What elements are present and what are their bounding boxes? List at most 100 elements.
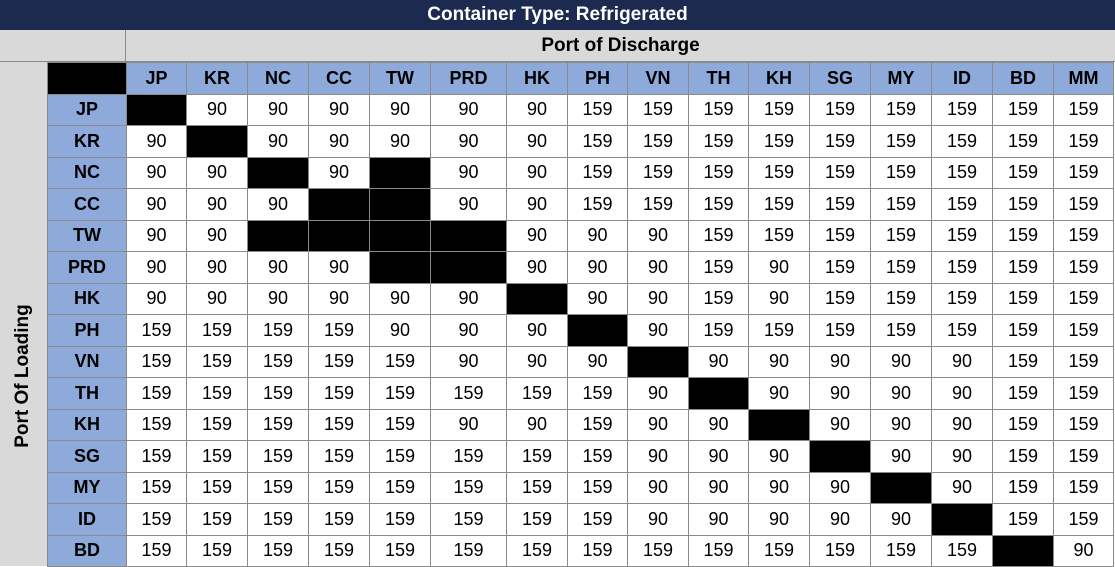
blocked-cell xyxy=(430,251,507,284)
rate-cell: 159 xyxy=(992,471,1054,504)
rate-cell: 159 xyxy=(627,125,689,158)
rate-cell: 159 xyxy=(567,408,628,441)
rate-cell: 159 xyxy=(809,156,871,189)
column-header-tw: TW xyxy=(369,62,431,95)
rate-cell: 90 xyxy=(430,93,507,126)
rate-cell: 90 xyxy=(186,188,248,221)
rate-cell: 159 xyxy=(1053,471,1114,504)
rate-cell: 159 xyxy=(308,377,370,410)
rate-cell: 159 xyxy=(506,471,568,504)
rate-cell: 159 xyxy=(308,471,370,504)
rate-cell: 159 xyxy=(1053,282,1114,315)
rate-cell: 159 xyxy=(627,534,689,567)
rate-cell: 159 xyxy=(369,377,431,410)
rate-cell: 159 xyxy=(1053,314,1114,347)
blocked-cell xyxy=(430,219,507,252)
rate-cell: 90 xyxy=(308,156,370,189)
rate-cell: 90 xyxy=(688,471,749,504)
rate-cell: 159 xyxy=(748,314,810,347)
rate-cell: 159 xyxy=(1053,377,1114,410)
rate-cell: 159 xyxy=(1053,440,1114,473)
rate-cell: 159 xyxy=(247,377,309,410)
rate-cell: 159 xyxy=(870,219,932,252)
rate-cell: 159 xyxy=(931,188,993,221)
rate-cell: 159 xyxy=(870,534,932,567)
rate-cell: 159 xyxy=(1053,408,1114,441)
table-row: SG 159 159 159 159 159 159 159 159 90 90 90 90 90 159 1… xyxy=(47,440,1114,473)
rate-cell: 159 xyxy=(992,156,1054,189)
corner-cell xyxy=(47,62,127,95)
rate-cell: 159 xyxy=(809,534,871,567)
rate-cell: 159 xyxy=(430,440,507,473)
rate-cell: 159 xyxy=(506,503,568,536)
rate-cell: 159 xyxy=(567,503,628,536)
rate-cell: 159 xyxy=(567,377,628,410)
blocked-cell xyxy=(627,345,689,378)
rate-cell: 159 xyxy=(369,534,431,567)
rate-cell: 159 xyxy=(567,188,628,221)
row-header-th: TH xyxy=(47,377,127,410)
rate-cell: 159 xyxy=(430,534,507,567)
rate-cell: 159 xyxy=(126,503,187,536)
rate-cell: 90 xyxy=(126,125,187,158)
rate-cell: 159 xyxy=(186,377,248,410)
rate-cell: 159 xyxy=(1053,503,1114,536)
rate-cell: 159 xyxy=(567,125,628,158)
rate-cell: 90 xyxy=(126,188,187,221)
rate-cell: 159 xyxy=(247,408,309,441)
rate-cell: 90 xyxy=(627,377,689,410)
rate-cell: 90 xyxy=(870,408,932,441)
row-header-jp: JP xyxy=(47,93,127,126)
rate-cell: 159 xyxy=(931,219,993,252)
port-of-loading-panel: Port Of Loading xyxy=(0,62,48,566)
rate-cell: 159 xyxy=(992,282,1054,315)
rate-cell: 159 xyxy=(748,156,810,189)
rate-cell: 159 xyxy=(369,440,431,473)
rate-cell: 90 xyxy=(369,125,431,158)
rate-cell: 90 xyxy=(506,408,568,441)
rate-cell: 159 xyxy=(992,377,1054,410)
rate-cell: 159 xyxy=(1053,251,1114,284)
rate-cell: 90 xyxy=(870,345,932,378)
table-row: HK 90 90 90 90 90 90 90 90 159 90 159 159 159 159 159 xyxy=(47,282,1114,315)
rate-cell: 90 xyxy=(308,93,370,126)
rate-cell: 159 xyxy=(308,503,370,536)
rate-cell: 159 xyxy=(369,471,431,504)
rate-cell: 90 xyxy=(308,125,370,158)
row-header-tw: TW xyxy=(47,219,127,252)
table-row: MY 159 159 159 159 159 159 159 159 90 90 90 90 90 159 1… xyxy=(47,471,1114,504)
table-row: NC 90 90 90 90 90 159 159 159 159 159 159 159 159 159 xyxy=(47,156,1114,189)
rate-cell: 159 xyxy=(809,282,871,315)
blocked-cell xyxy=(369,188,431,221)
rate-cell: 90 xyxy=(809,377,871,410)
rate-cell: 159 xyxy=(506,440,568,473)
column-header-hk: HK xyxy=(506,62,568,95)
blocked-cell xyxy=(870,471,932,504)
blocked-cell xyxy=(567,314,628,347)
rate-cell: 159 xyxy=(186,440,248,473)
rate-cell: 159 xyxy=(126,534,187,567)
rate-cell: 90 xyxy=(931,471,993,504)
blocked-cell xyxy=(992,534,1054,567)
rate-cell: 159 xyxy=(186,534,248,567)
rate-cell: 159 xyxy=(126,345,187,378)
table-row: KR 90 90 90 90 90 90 159 159 159 159 159 159 159 159 15… xyxy=(47,125,1114,158)
rate-cell: 159 xyxy=(748,188,810,221)
rate-cell: 159 xyxy=(931,93,993,126)
container-type-title: Container Type: Refrigerated xyxy=(0,0,1115,31)
rate-cell: 90 xyxy=(506,125,568,158)
rate-cell: 159 xyxy=(870,282,932,315)
rate-cell: 159 xyxy=(809,93,871,126)
table-row: JP 90 90 90 90 90 90 159 159 159 159 159 159 159 159 15… xyxy=(47,93,1114,126)
port-of-discharge-header: Port of Discharge xyxy=(126,30,1115,62)
rate-cell: 90 xyxy=(308,282,370,315)
rate-cell: 90 xyxy=(126,219,187,252)
table-row: VN 159 159 159 159 159 90 90 90 90 90 90 90 90 159 159 xyxy=(47,345,1114,378)
rate-cell: 90 xyxy=(430,314,507,347)
rate-cell: 159 xyxy=(809,188,871,221)
blocked-cell xyxy=(369,156,431,189)
rate-cell: 90 xyxy=(870,503,932,536)
rate-cell: 90 xyxy=(506,251,568,284)
rate-cell: 159 xyxy=(430,471,507,504)
rate-cell: 159 xyxy=(992,93,1054,126)
